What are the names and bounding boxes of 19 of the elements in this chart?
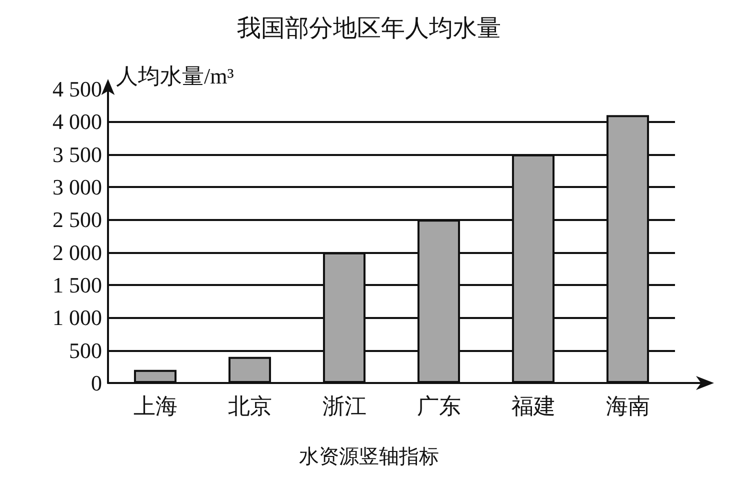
chart-title: 我国部分地区年人均水量	[237, 15, 501, 42]
x-tick-label: 海南	[606, 394, 650, 418]
y-tick-label: 3 500	[52, 142, 102, 167]
text: 水资源竖轴指标	[299, 446, 439, 468]
y-tick-label: 0	[91, 370, 102, 396]
y-tick-label: 3 000	[52, 174, 102, 200]
y-axis-title: 人均水量/m³	[116, 64, 234, 88]
x-tick-label: 北京	[228, 394, 272, 418]
x-tick-label: 广东	[416, 394, 461, 418]
y-tick-label: 1 500	[52, 272, 102, 298]
y-tick-label: 4 000	[52, 109, 102, 134]
y-tick-label: 4 500	[52, 76, 102, 102]
x-tick-label: 上海	[133, 394, 178, 418]
y-tick-label: 500	[69, 338, 102, 363]
y-tick-label: 2 500	[52, 207, 102, 232]
x-tick-label: 浙江	[322, 394, 366, 418]
x-tick-label: 福建	[511, 394, 556, 418]
y-tick-label: 1 000	[52, 305, 102, 330]
y-tick-label: 2 000	[52, 240, 102, 265]
